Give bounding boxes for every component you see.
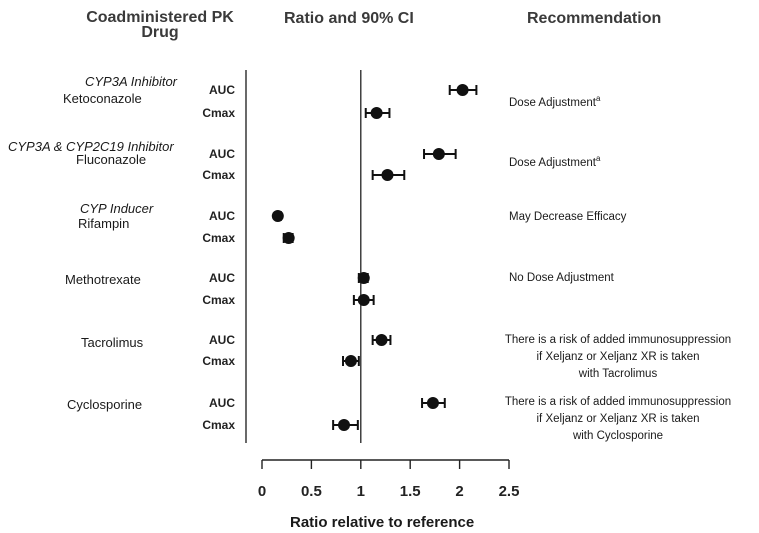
header-recommendation: Recommendation bbox=[527, 10, 662, 27]
metric-label: Cmax bbox=[202, 231, 235, 245]
ratio-point bbox=[381, 169, 394, 181]
class-label-cyp-inducer: CYP Inducer bbox=[80, 201, 154, 216]
drug-label-methotrexate: Methotrexate bbox=[65, 272, 141, 287]
ratio-point bbox=[344, 355, 357, 367]
metric-label: Cmax bbox=[202, 106, 235, 120]
recommendation-line: with Tacrolimus bbox=[578, 368, 658, 380]
ratio-point bbox=[426, 397, 439, 409]
recommendation-rifampin: May Decrease Efficacy bbox=[509, 211, 627, 223]
recommendation-line: if Xeljanz or Xeljanz XR is taken bbox=[536, 413, 700, 425]
header-drug-line2: Drug bbox=[141, 24, 179, 41]
drug-label-tacrolimus: Tacrolimus bbox=[81, 335, 144, 350]
x-tick-label: 0.5 bbox=[301, 483, 322, 500]
recommendation-line: with Cyclosporine bbox=[572, 430, 664, 442]
recommendation-tacrolimus: There is a risk of added immunosuppressi… bbox=[484, 332, 752, 383]
metric-label: Cmax bbox=[202, 293, 235, 307]
metric-label: AUC bbox=[209, 147, 235, 161]
metric-label: Cmax bbox=[202, 418, 235, 432]
ratio-point bbox=[456, 84, 469, 96]
x-tick-label: 2.5 bbox=[499, 483, 520, 500]
ratio-point bbox=[375, 334, 388, 346]
metric-label: AUC bbox=[209, 83, 235, 97]
ratio-point bbox=[282, 232, 295, 244]
recommendation-cyclosporine: There is a risk of added immunosuppressi… bbox=[484, 394, 752, 445]
footnote-marker: a bbox=[595, 154, 601, 163]
header-coadministered-drug: Coadministered PK Drug bbox=[40, 9, 280, 41]
metric-label: AUC bbox=[209, 209, 235, 223]
metric-label: AUC bbox=[209, 333, 235, 347]
drug-label-rifampin: Rifampin bbox=[78, 216, 130, 231]
recommendation-line: There is a risk of added immunosuppressi… bbox=[504, 334, 732, 346]
ratio-point bbox=[271, 210, 284, 222]
metric-label: AUC bbox=[209, 271, 235, 285]
x-tick-label: 1 bbox=[357, 483, 365, 500]
metric-label: Cmax bbox=[202, 168, 235, 182]
recommendation-text: Dose Adjustment bbox=[509, 156, 596, 169]
ratio-point bbox=[357, 272, 370, 284]
class-label-cyp3a-inhibitor: CYP3A Inhibitor bbox=[85, 74, 178, 89]
recommendation-fluconazole: Dose Adjustmenta bbox=[509, 150, 600, 172]
metric-label: Cmax bbox=[202, 354, 235, 368]
drug-label-cyclosporine: Cyclosporine bbox=[67, 397, 143, 412]
drug-label-fluconazole: Fluconazole bbox=[76, 152, 147, 167]
drug-label-ketoconazole: Ketoconazole bbox=[63, 91, 142, 106]
header-ratio-ci: Ratio and 90% CI bbox=[284, 10, 414, 27]
metric-label: AUC bbox=[209, 396, 235, 410]
x-tick-label: 1.5 bbox=[400, 483, 421, 500]
recommendation-text: Dose Adjustment bbox=[509, 96, 596, 109]
ratio-point bbox=[338, 419, 351, 431]
recommendation-methotrexate: No Dose Adjustment bbox=[509, 272, 614, 284]
ratio-point bbox=[432, 148, 445, 160]
footnote-marker: a bbox=[595, 94, 601, 103]
x-axis-label: Ratio relative to reference bbox=[290, 514, 475, 531]
x-tick-label: 2 bbox=[455, 483, 463, 500]
recommendation-line: if Xeljanz or Xeljanz XR is taken bbox=[536, 351, 700, 363]
ratio-point bbox=[370, 107, 383, 119]
x-tick-label: 0 bbox=[258, 483, 266, 500]
recommendation-line: There is a risk of added immunosuppressi… bbox=[504, 396, 732, 408]
header-drug-line1: Coadministered PK bbox=[86, 9, 234, 26]
ratio-point bbox=[357, 294, 370, 306]
recommendation-ketoconazole: Dose Adjustmenta bbox=[509, 90, 600, 112]
class-label-cyp3a-cyp2c19-inhibitor: CYP3A & CYP2C19 Inhibitor bbox=[8, 139, 174, 154]
